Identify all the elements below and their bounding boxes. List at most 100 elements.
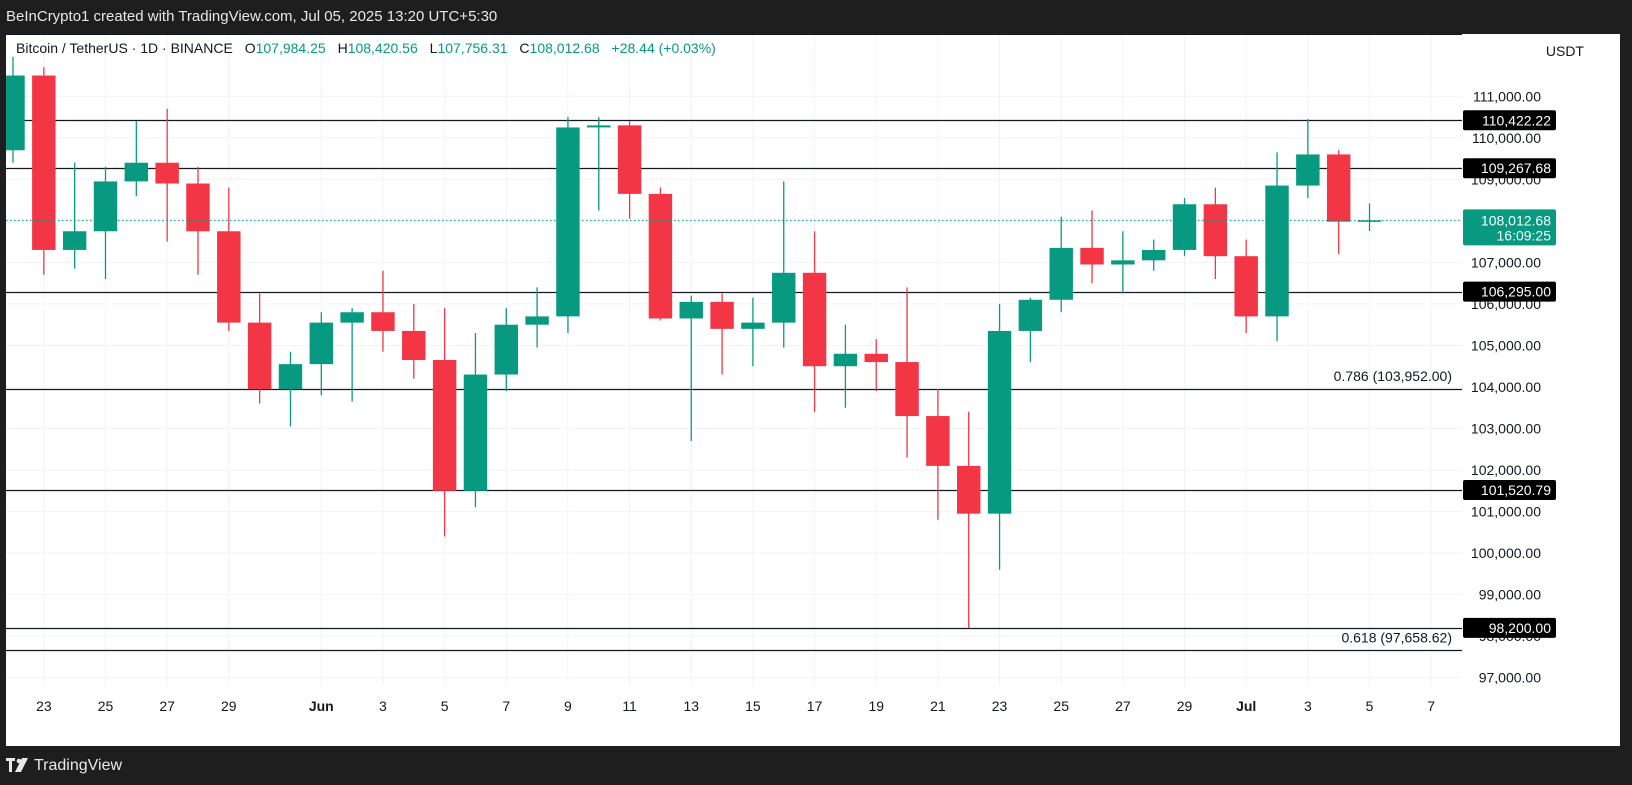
x-tick-label: 19	[868, 698, 884, 714]
x-tick-label: 17	[807, 698, 823, 714]
candle-body-up	[6, 75, 25, 151]
level-price-tag	[1463, 158, 1556, 179]
candlestick-chart[interactable]: 97,000.0098,000.0099,000.00100,000.00101…	[6, 34, 1620, 746]
open-value: 107,984.25	[255, 40, 326, 56]
fib-level-label: 0.618 (97,658.62)	[1341, 629, 1452, 645]
candle-body-up	[556, 127, 580, 317]
x-tick-label: 23	[36, 698, 52, 714]
symbol-label: Bitcoin / TetherUS · 1D · BINANCE	[16, 40, 233, 56]
countdown-label: 16:09:25	[1497, 227, 1552, 243]
candle-body-down	[617, 125, 642, 194]
x-tick-label: Jun	[309, 698, 334, 714]
candle-body-down	[648, 193, 673, 319]
x-tick-label: 29	[1177, 698, 1193, 714]
low-value: 107,756.31	[437, 40, 508, 56]
x-tick-label: 23	[992, 698, 1008, 714]
candle-body-up	[987, 330, 1012, 514]
y-tick-label: 97,000.00	[1479, 670, 1541, 686]
level-price-tag	[1463, 110, 1556, 131]
candle-body-up	[1141, 249, 1166, 261]
x-tick-label: 27	[159, 698, 175, 714]
candle-body-down	[1080, 247, 1104, 265]
candle-body-up	[1265, 185, 1289, 317]
x-tick-label: 25	[1053, 698, 1069, 714]
x-tick-label: 11	[622, 698, 637, 714]
x-tick-label: 29	[221, 698, 237, 714]
fib-level-label: 0.786 (103,952.00)	[1334, 368, 1452, 384]
candle-body-up	[587, 125, 611, 128]
footer-bar: TradingView	[0, 746, 1632, 785]
candle-body-up	[340, 312, 364, 323]
y-tick-label: 104,000.00	[1471, 379, 1541, 395]
candle-body-up	[679, 301, 703, 319]
x-tick-label: 15	[745, 698, 761, 714]
candle-body-up	[62, 231, 87, 250]
high-value: 108,420.56	[347, 40, 418, 56]
x-tick-label: 25	[98, 698, 114, 714]
last-price-tag	[1463, 209, 1556, 246]
x-tick-label: Jul	[1236, 698, 1256, 714]
x-tick-label: 3	[1304, 698, 1312, 714]
change-value: +28.44 (+0.03%)	[611, 40, 716, 56]
candle-body-down	[155, 162, 179, 184]
close-label: C	[519, 40, 530, 56]
chart-frame[interactable]: 97,000.0098,000.0099,000.00100,000.00101…	[6, 34, 1620, 746]
x-tick-label: 13	[683, 698, 699, 714]
x-tick-label: 27	[1115, 698, 1131, 714]
candle-body-down	[895, 362, 919, 417]
tradingview-logo-icon	[6, 758, 28, 772]
x-tick-label: 7	[1427, 698, 1435, 714]
attribution-text: BeInCrypto1 created with TradingView.com…	[6, 8, 498, 25]
y-tick-label: 105,000.00	[1471, 337, 1541, 353]
y-tick-label: 111,000.00	[1473, 88, 1541, 104]
candle-body-up	[1111, 260, 1135, 265]
candle-body-up	[93, 181, 118, 232]
candle-body-down	[371, 312, 395, 331]
y-tick-label: 107,000.00	[1471, 254, 1541, 270]
candle-body-up	[278, 364, 303, 390]
candle-body-down	[710, 301, 734, 329]
open-label: O	[244, 40, 256, 56]
candle-body-up	[463, 374, 488, 491]
candle-body-up	[124, 162, 149, 182]
y-tick-label: 100,000.00	[1471, 545, 1541, 561]
level-price-tag-label: 101,520.79	[1481, 482, 1551, 498]
y-tick-label: 99,000.00	[1479, 587, 1541, 603]
candle-body-up	[833, 353, 858, 367]
candle-body-up	[494, 324, 518, 375]
candle-body-up	[741, 322, 765, 329]
y-tick-label: 110,000.00	[1472, 130, 1541, 146]
candle-body-down	[247, 322, 272, 390]
candle-body-down	[864, 353, 888, 363]
price-unit-label[interactable]: USDT	[1545, 43, 1584, 59]
level-price-tag-label: 106,295.00	[1481, 284, 1551, 300]
candle-body-up	[1172, 204, 1197, 250]
candle-body-down	[217, 231, 241, 323]
y-tick-label: 102,000.00	[1471, 462, 1541, 478]
candle-body-up	[1357, 220, 1382, 222]
high-label: H	[337, 40, 348, 56]
candle-body-down	[926, 416, 950, 466]
candle-body-down	[1234, 256, 1258, 317]
candle-body-up	[1049, 247, 1073, 300]
x-tick-label: 7	[502, 698, 510, 714]
candle-body-down	[1326, 154, 1351, 222]
candle-body-down	[957, 465, 981, 514]
x-tick-label: 5	[1366, 698, 1374, 714]
x-tick-label: 3	[379, 698, 387, 714]
x-tick-label: 9	[564, 698, 572, 714]
x-tick-label: 5	[441, 698, 449, 714]
level-price-tag	[1463, 479, 1556, 500]
level-price-tag	[1463, 281, 1556, 302]
candle-body-down	[402, 330, 426, 360]
close-value: 108,012.68	[529, 40, 600, 56]
y-tick-label: 101,000.00	[1471, 504, 1541, 520]
candle-body-down	[186, 183, 210, 232]
footer-brand: TradingView	[34, 757, 123, 774]
symbol-legend: Bitcoin / TetherUS · 1D · BINANCE O107,9…	[16, 40, 716, 56]
level-price-tag-label: 98,200.00	[1489, 620, 1551, 636]
level-price-tag-label: 109,267.68	[1481, 160, 1551, 176]
candle-body-up	[525, 316, 549, 325]
candle-body-down	[32, 75, 56, 250]
candle-body-down	[802, 272, 827, 367]
